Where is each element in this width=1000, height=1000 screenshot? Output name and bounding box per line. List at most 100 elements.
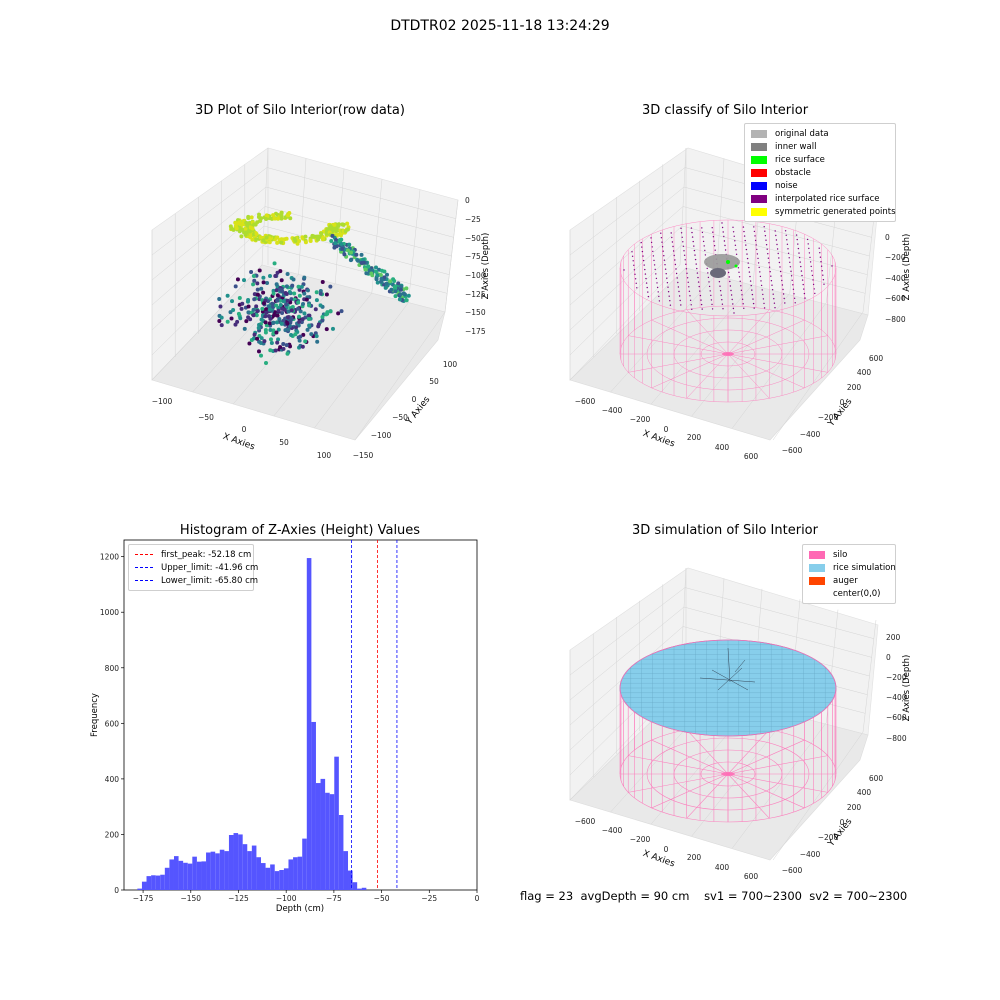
raw-point	[325, 310, 330, 315]
interpolated-point	[674, 263, 677, 266]
interpolated-point	[771, 289, 774, 291]
raw-ztick: −75	[465, 252, 481, 261]
interpolated-point	[803, 292, 806, 295]
raw-point	[281, 299, 286, 304]
histogram-bar	[256, 857, 262, 890]
raw-point	[230, 299, 235, 304]
interpolated-point	[733, 235, 735, 237]
histogram-bar	[210, 851, 216, 890]
raw-point	[286, 309, 291, 314]
sim-ztick: −200	[886, 673, 907, 682]
histogram-bar	[320, 778, 326, 890]
raw-point	[289, 297, 294, 302]
histogram-ytick-label: 800	[105, 664, 120, 673]
interpolated-point	[696, 267, 698, 270]
interpolated-point	[663, 259, 666, 261]
interpolated-point	[757, 257, 759, 260]
raw-point	[354, 252, 359, 257]
classify-ztick: −400	[885, 274, 906, 283]
histogram-xtick-label: −150	[180, 894, 201, 903]
histogram-bar	[297, 856, 303, 890]
interpolated-point	[781, 279, 783, 282]
raw-point	[302, 311, 307, 316]
interpolated-point	[749, 275, 751, 278]
interpolated-point	[708, 285, 711, 288]
interpolated-point	[755, 244, 757, 246]
raw-point	[255, 308, 260, 313]
interpolated-point	[807, 243, 809, 245]
raw-point	[247, 229, 252, 234]
interpolated-point	[730, 289, 732, 292]
raw-point	[367, 267, 372, 272]
interpolated-point	[691, 231, 693, 234]
classify-legend-item: obstacle	[751, 166, 889, 179]
raw-point	[369, 271, 374, 276]
raw-point	[286, 327, 291, 332]
raw-point	[271, 331, 276, 336]
raw-point	[259, 353, 264, 358]
interpolated-point	[787, 252, 790, 254]
interpolated-point	[757, 262, 760, 264]
interpolated-point	[667, 286, 669, 288]
histogram-bar	[160, 874, 165, 890]
raw-ztick: 0	[465, 196, 470, 205]
interpolated-point	[678, 290, 680, 293]
histogram-bar	[329, 794, 335, 890]
sim-xtick: −200	[630, 835, 651, 844]
sim-ztick: 200	[886, 633, 901, 642]
raw-point	[264, 217, 269, 222]
histogram-bar	[261, 863, 266, 890]
histogram-bar	[155, 875, 161, 890]
interpolated-point	[756, 253, 759, 255]
raw-point	[272, 261, 277, 266]
simulation-legend-item: auger	[809, 574, 889, 587]
interpolated-point	[765, 239, 767, 241]
interpolated-point	[656, 282, 658, 284]
interpolated-point	[658, 300, 661, 302]
interpolated-point	[766, 248, 768, 250]
interpolated-point	[808, 247, 810, 250]
interpolated-point	[764, 230, 766, 232]
raw-point	[255, 336, 260, 341]
interpolated-point	[740, 285, 742, 287]
raw-point	[287, 324, 292, 329]
raw-point	[297, 293, 302, 298]
raw-point	[345, 221, 350, 226]
sim-xtick: −600	[575, 817, 596, 826]
interpolated-point	[820, 265, 823, 267]
raw-point	[301, 302, 306, 307]
raw-ztick: −50	[465, 234, 481, 243]
classify-zlabel: Z Axies (Depth)	[902, 234, 912, 301]
raw-point	[303, 339, 308, 344]
interpolated-point	[790, 275, 793, 277]
interpolated-point	[663, 255, 665, 257]
simulation-legend: silo rice simulation auger center(0,0)	[802, 544, 896, 604]
histogram-bar	[137, 888, 142, 890]
interpolated-point	[798, 256, 801, 259]
raw-point	[251, 274, 256, 279]
interpolated-point	[678, 295, 681, 297]
raw-ytick: 50	[429, 377, 439, 386]
interpolated-point	[721, 222, 723, 224]
classify-panel-title: 3D classify of Silo Interior	[641, 103, 809, 118]
raw-point	[302, 275, 307, 280]
interpolated-point	[737, 267, 740, 269]
interpolated-point	[753, 307, 755, 309]
interpolated-point	[802, 283, 804, 286]
sim-ytick: 0	[840, 818, 845, 827]
raw-point	[318, 291, 323, 296]
interpolated-point	[759, 271, 761, 273]
raw-point	[275, 313, 280, 318]
raw-point	[374, 277, 379, 282]
raw-point	[246, 214, 251, 219]
classify-xtick: −200	[630, 415, 651, 424]
histogram-bar	[270, 864, 275, 890]
interpolated-point	[672, 245, 674, 248]
raw-point	[244, 319, 249, 324]
histogram-bar	[173, 856, 179, 890]
raw-point	[281, 346, 286, 351]
interpolated-point	[763, 302, 765, 305]
interpolated-point	[752, 298, 754, 300]
interpolated-point	[753, 226, 755, 228]
raw-point	[235, 277, 240, 282]
